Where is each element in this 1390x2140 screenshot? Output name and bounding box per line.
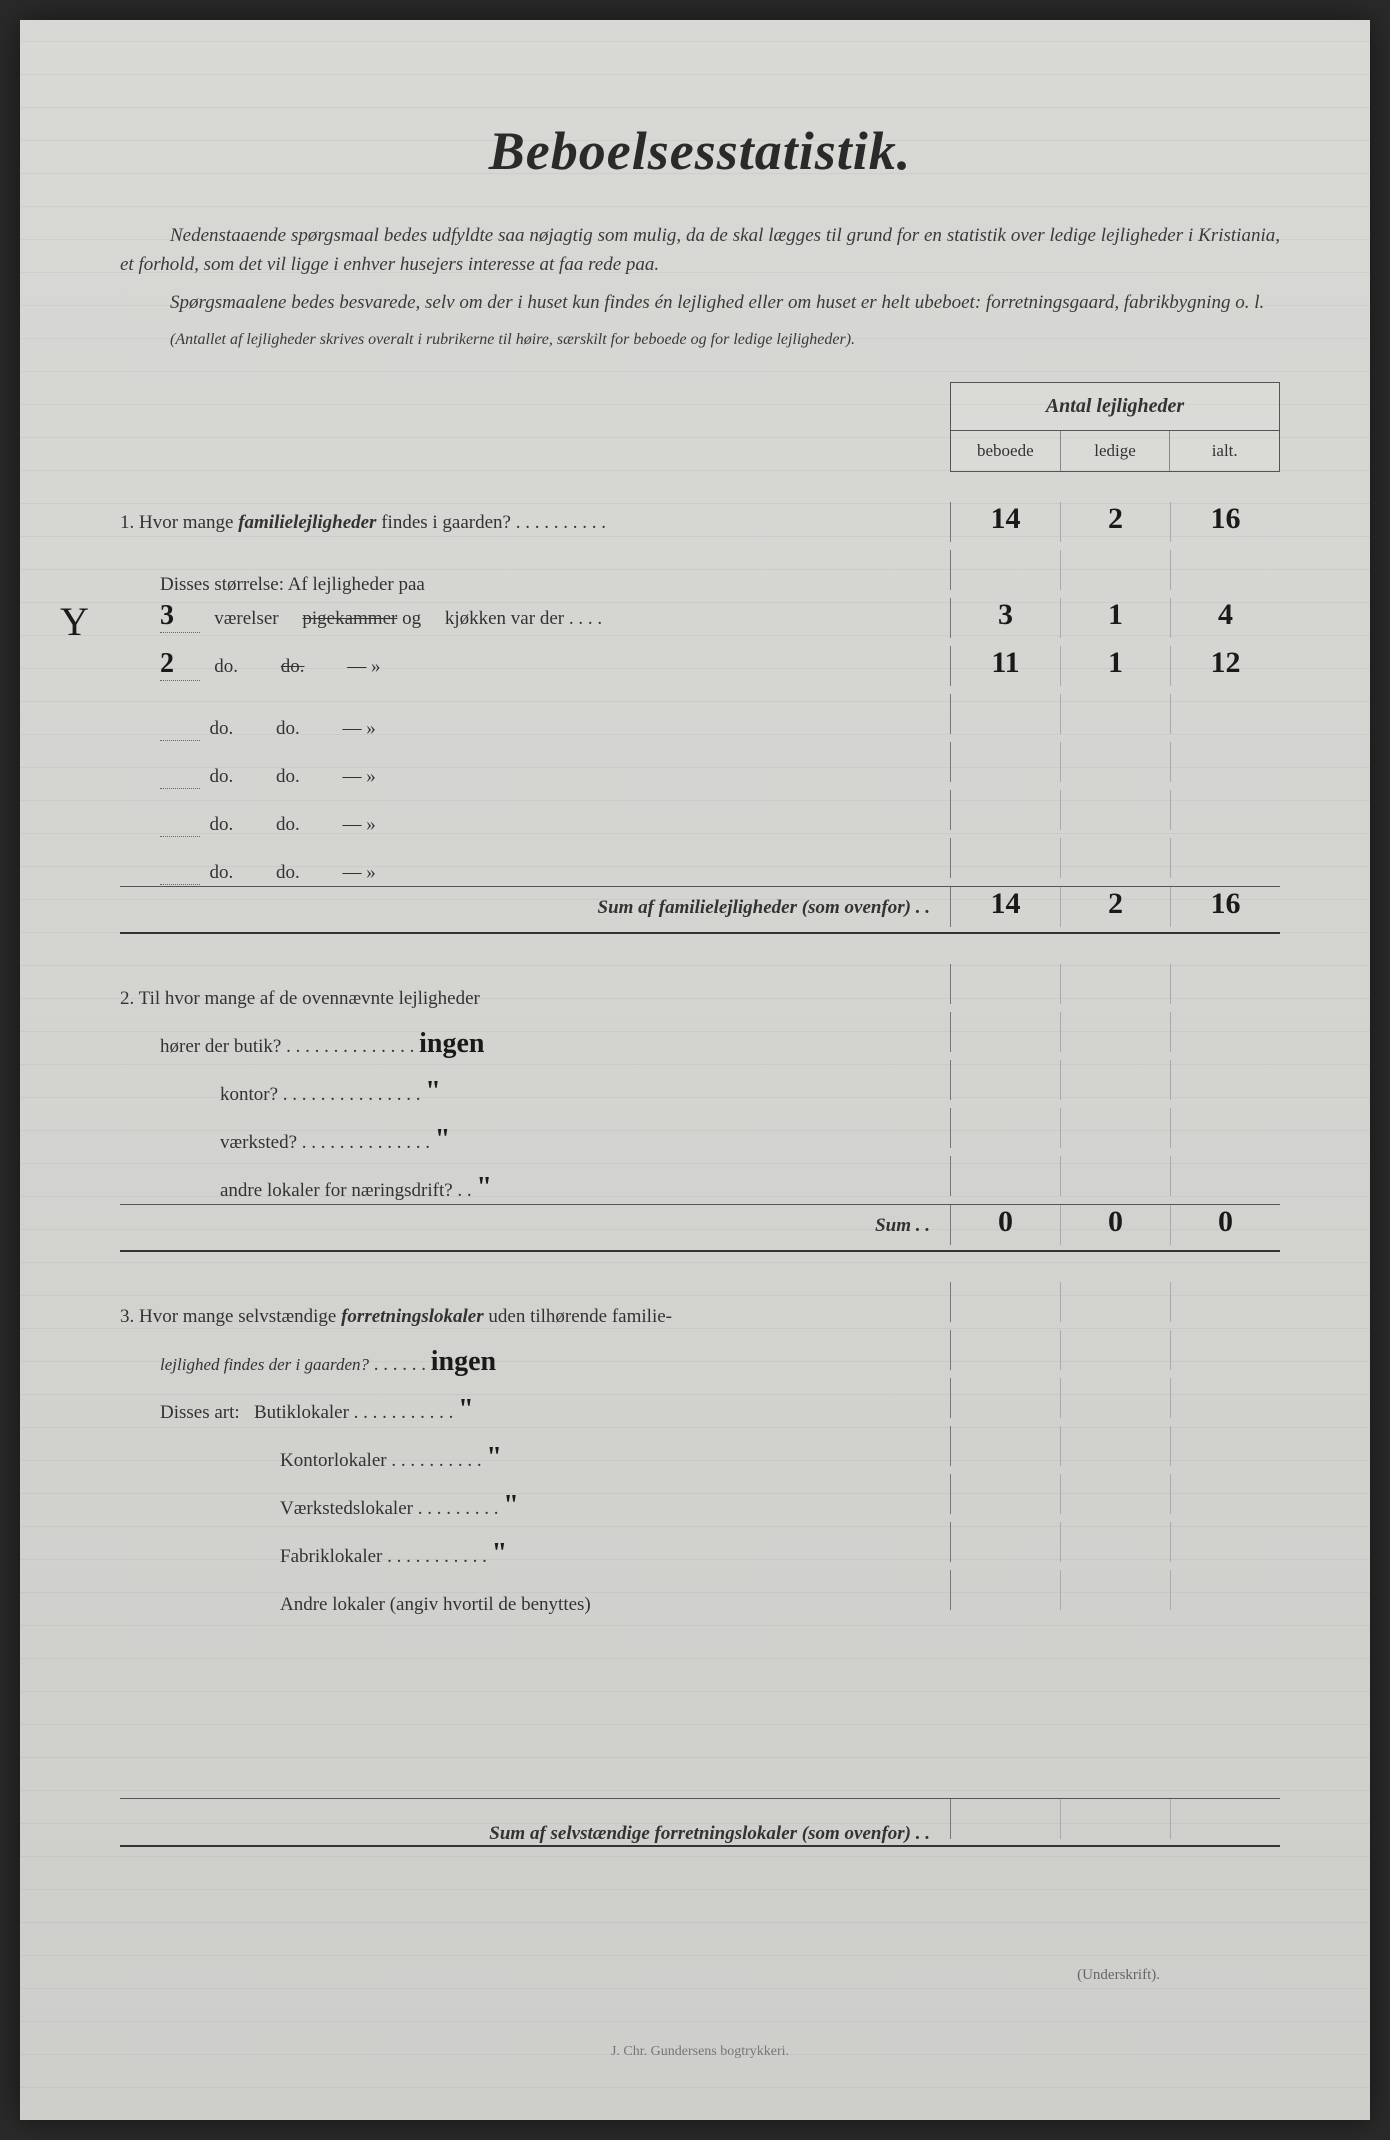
q1-sublabel-row: Disses størrelse: Af lejligheder paa xyxy=(120,550,1280,598)
signature-label: (Underskrift). xyxy=(120,1967,1280,1984)
q1-row: 1. Hvor mange familielejligheder findes … xyxy=(120,502,1280,550)
q2-row-3: andre lokaler for næringsdrift? . . " xyxy=(120,1156,1280,1204)
q1-sum-row: Sum af familielejligheder (som ovenfor) … xyxy=(120,886,1280,934)
col-ialt: ialt. xyxy=(1170,431,1279,471)
q1-size-row-5: do. do. — » xyxy=(120,838,1280,886)
q3-sublabel-row: Disses art: Butiklokaler . . . . . . . .… xyxy=(120,1378,1280,1426)
intro-paragraph-2: Spørgsmaalene bedes besvarede, selv om d… xyxy=(120,289,1280,318)
document-page: Beboelsesstatistik. Nedenstaaende spørgs… xyxy=(20,20,1370,2120)
q1-size-row-0: Y 3 værelser pigekammer og kjøkken var d… xyxy=(120,598,1280,646)
printer-credit: J. Chr. Gundersens bogtrykkeri. xyxy=(120,2044,1280,2060)
q1-size-row-4: do. do. — » xyxy=(120,790,1280,838)
q2-sum-row: Sum . . 0 0 0 xyxy=(120,1204,1280,1252)
q3-row-3: Fabriklokaler . . . . . . . . . . . " xyxy=(120,1522,1280,1570)
table-header-title: Antal lejligheder xyxy=(951,383,1279,431)
q2-row-2: værksted? . . . . . . . . . . . . . . " xyxy=(120,1108,1280,1156)
q3-sum-row: Sum af selvstændige forretningslokaler (… xyxy=(120,1798,1280,1847)
q2-row-1: kontor? . . . . . . . . . . . . . . . " xyxy=(120,1060,1280,1108)
q3-row-4: Andre lokaler (angiv hvortil de benyttes… xyxy=(120,1570,1280,1618)
page-title: Beboelsesstatistik. xyxy=(120,120,1280,182)
q1-size-row-3: do. do. — » xyxy=(120,742,1280,790)
q1-size-row-1: 2 do. do. — » 11 1 12 xyxy=(120,646,1280,694)
intro-paragraph-1: Nedenstaaende spørgsmaal bedes udfyldte … xyxy=(120,222,1280,279)
margin-mark: Y xyxy=(60,598,89,645)
q1-size-row-2: do. do. — » xyxy=(120,694,1280,742)
q1-ialt: 16 xyxy=(1171,502,1280,542)
q1-ledige: 2 xyxy=(1061,502,1171,542)
q3-row-line2: lejlighed findes der i gaarden? . . . . … xyxy=(120,1330,1280,1378)
table-header: Antal lejligheder beboede ledige ialt. xyxy=(950,382,1280,472)
q1-beboede: 14 xyxy=(951,502,1061,542)
table-area: Antal lejligheder beboede ledige ialt. 1… xyxy=(120,382,1280,1847)
q2-label-row: 2. Til hvor mange af de ovennævnte lejli… xyxy=(120,964,1280,1012)
intro-paragraph-3: (Antallet af lejligheder skrives overalt… xyxy=(120,328,1280,352)
col-ledige: ledige xyxy=(1061,431,1171,471)
q3-row-1: Kontorlokaler . . . . . . . . . . " xyxy=(120,1426,1280,1474)
col-beboede: beboede xyxy=(951,431,1061,471)
q3-row-line1: 3. Hvor mange selvstændige forretningslo… xyxy=(120,1282,1280,1330)
q2-row-0: hører der butik? . . . . . . . . . . . .… xyxy=(120,1012,1280,1060)
q3-row-2: Værkstedslokaler . . . . . . . . . " xyxy=(120,1474,1280,1522)
